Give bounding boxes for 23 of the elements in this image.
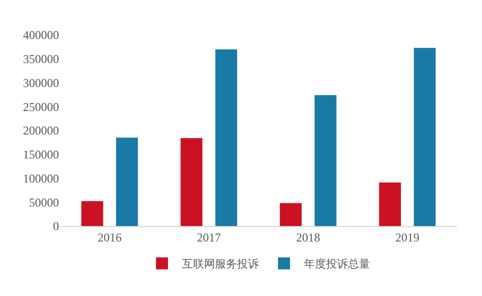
y-tick-label: 0 (53, 219, 59, 234)
y-tick-label: 200000 (23, 124, 59, 138)
y-tick-label: 50000 (29, 195, 59, 210)
bar (280, 203, 302, 226)
bar (180, 138, 202, 226)
y-tick-label: 300000 (23, 76, 59, 90)
y-tick-label: 350000 (23, 52, 59, 66)
bar (116, 138, 138, 226)
y-tick-label: 100000 (23, 171, 59, 186)
x-tick-label: 2018 (296, 230, 320, 244)
bar (215, 49, 238, 226)
bar (314, 95, 336, 226)
y-tick-label: 400000 (23, 28, 59, 42)
bar (379, 182, 401, 226)
x-tick-label: 2019 (395, 230, 420, 244)
legend-label: 互联网服务投诉 (182, 258, 259, 271)
legend-label: 年度投诉总量 (304, 258, 370, 271)
x-tick-label: 2017 (196, 230, 221, 244)
y-tick-label: 250000 (23, 100, 59, 114)
bar (81, 201, 104, 226)
y-tick-label: 150000 (23, 148, 59, 162)
bar (414, 48, 436, 226)
x-tick-label: 2016 (98, 230, 122, 244)
